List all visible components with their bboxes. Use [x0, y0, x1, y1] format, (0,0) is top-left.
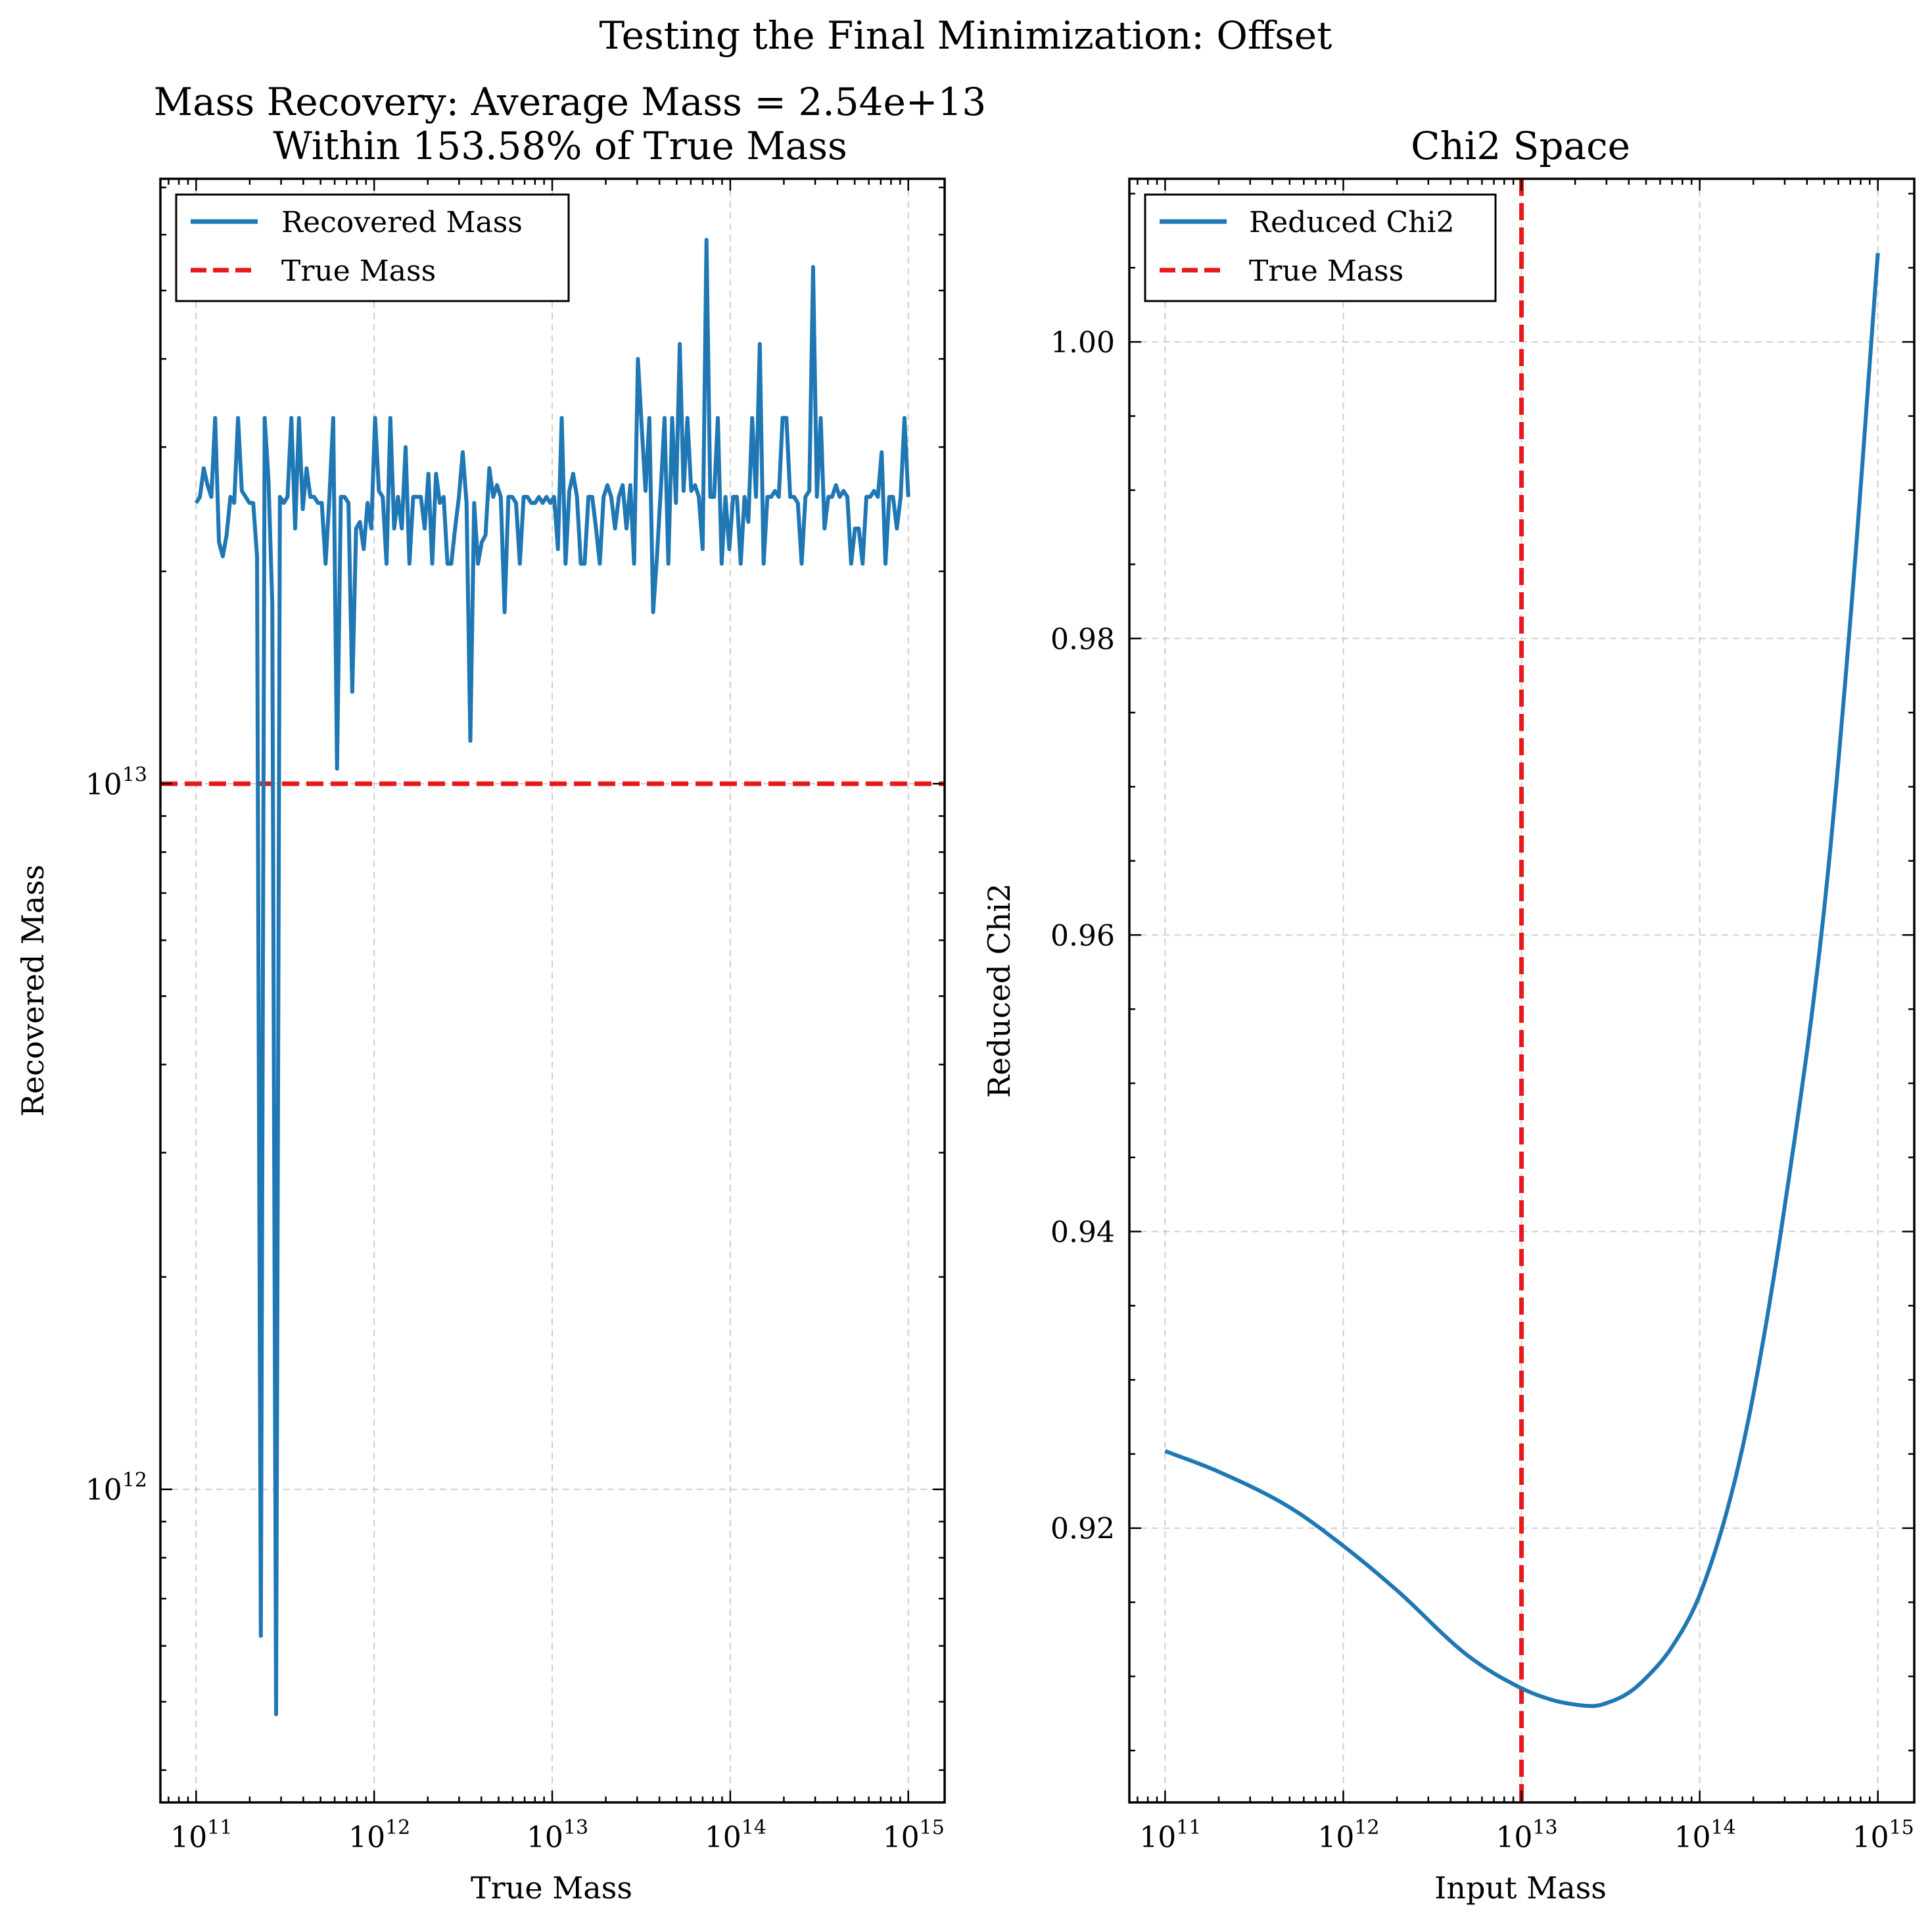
mass-recovery-xtick-label: 1015 [883, 1816, 945, 1854]
chi2-space-xtick-label: 1012 [1317, 1816, 1379, 1854]
mass-recovery-series [160, 237, 945, 1716]
mass-recovery-legend-box [175, 193, 570, 302]
chi2-space-legend: Reduced Chi2 True Mass [1144, 193, 1497, 302]
mass-recovery-xtick-label: 1012 [348, 1816, 410, 1854]
chi2-space-xtick-label-exponent: 15 [1889, 1816, 1914, 1839]
mass-recovery-ytick-label-base: 10 [85, 768, 122, 801]
chi2-space-series [1164, 179, 1880, 1802]
mass-recovery-xlabel: True Mass [471, 1870, 632, 1906]
legend-label-true-mass-left: True Mass [281, 254, 436, 288]
mass-recovery-title-line2: Within 153.58% of True Mass [273, 124, 847, 168]
mass-recovery-xtick-label-exponent: 12 [385, 1816, 410, 1839]
chi2-space-legend-box [1144, 193, 1497, 302]
mass-recovery-ytick-label: 1012 [85, 1469, 147, 1507]
mass-recovery-xtick-label: 1011 [170, 1816, 232, 1854]
chi2-space-xtick-label: 1014 [1674, 1816, 1736, 1854]
mass-recovery-xtick-label-exponent: 14 [742, 1816, 766, 1839]
mass-recovery-legend: Recovered Mass True Mass [175, 193, 570, 302]
chi2-space-xtick-label-base: 10 [1674, 1821, 1711, 1854]
mass-recovery-xtick-label-base: 10 [170, 1821, 207, 1854]
mass-recovery-title-line1: Mass Recovery: Average Mass = 2.54e+13 [154, 80, 987, 124]
mass-recovery-ylabel: Recovered Mass [15, 864, 51, 1117]
chi2-space-xtick-label: 1013 [1496, 1816, 1557, 1854]
mass-recovery-xtick-label: 1013 [527, 1816, 588, 1854]
chi2-space-ytick-label: 0.92 [1050, 1513, 1115, 1546]
chi2-space-ytick-label: 0.98 [1050, 622, 1115, 656]
chi2-space-panel: Chi2 Space 1011 1012 1013 1014 10150.920.940… [981, 124, 1916, 1906]
figure-suptitle: Testing the Final Minimization: Offset [600, 13, 1332, 58]
chi2-space-ytick-label: 0.94 [1050, 1216, 1115, 1250]
mass-recovery-xtick-label-base: 10 [705, 1821, 742, 1854]
chi2-space-ytick-label: 0.96 [1050, 919, 1115, 952]
recovered-mass-line [194, 237, 910, 1716]
chi2-space-xtick-label: 1011 [1139, 1816, 1201, 1854]
mass-recovery-xtick-label-base: 10 [883, 1821, 920, 1854]
mass-recovery-xtick-label-exponent: 15 [920, 1816, 945, 1839]
legend-label-true-mass-right: True Mass [1249, 254, 1403, 288]
mass-recovery-ytick-label-exponent: 13 [122, 763, 147, 786]
chi2-space-xtick-label-exponent: 11 [1176, 1816, 1201, 1839]
mass-recovery-xtick-label: 1014 [705, 1816, 766, 1854]
chi2-space-ylabel: Reduced Chi2 [981, 883, 1017, 1098]
mass-recovery-ytick-label-base: 10 [85, 1474, 122, 1507]
chi2-space-xlabel: Input Mass [1434, 1870, 1607, 1906]
mass-recovery-ytick-label-exponent: 12 [122, 1469, 147, 1492]
mass-recovery-xtick-label-base: 10 [348, 1821, 385, 1854]
chi2-space-title: Chi2 Space [1411, 124, 1630, 168]
mass-recovery-panel: Mass Recovery: Average Mass = 2.54e+13 W… [15, 80, 986, 1906]
mass-recovery-ytick-label: 1013 [85, 763, 147, 801]
chi2-space-xtick-label-exponent: 12 [1354, 1816, 1379, 1839]
chi2-space-xtick-label-base: 10 [1317, 1821, 1354, 1854]
chi2-space-xtick-label-base: 10 [1852, 1821, 1889, 1854]
mass-recovery-xtick-label-base: 10 [527, 1821, 563, 1854]
legend-label-reduced-chi2: Reduced Chi2 [1249, 206, 1455, 239]
chi2-space-xtick-label-base: 10 [1139, 1821, 1176, 1854]
chi2-space-xtick-label-exponent: 13 [1532, 1816, 1557, 1839]
mass-recovery-xtick-label-exponent: 11 [207, 1816, 232, 1839]
chi2-space-xtick-label-exponent: 14 [1711, 1816, 1736, 1839]
mass-recovery-xtick-label-exponent: 13 [563, 1816, 588, 1839]
chi2-space-xtick-label-base: 10 [1496, 1821, 1532, 1854]
chi2-space-ytick-label: 1.00 [1050, 326, 1115, 360]
chi2-space-xtick-label: 1015 [1852, 1816, 1914, 1854]
legend-label-recovered-mass: Recovered Mass [281, 206, 523, 239]
reduced-chi2-curve [1164, 252, 1880, 1708]
